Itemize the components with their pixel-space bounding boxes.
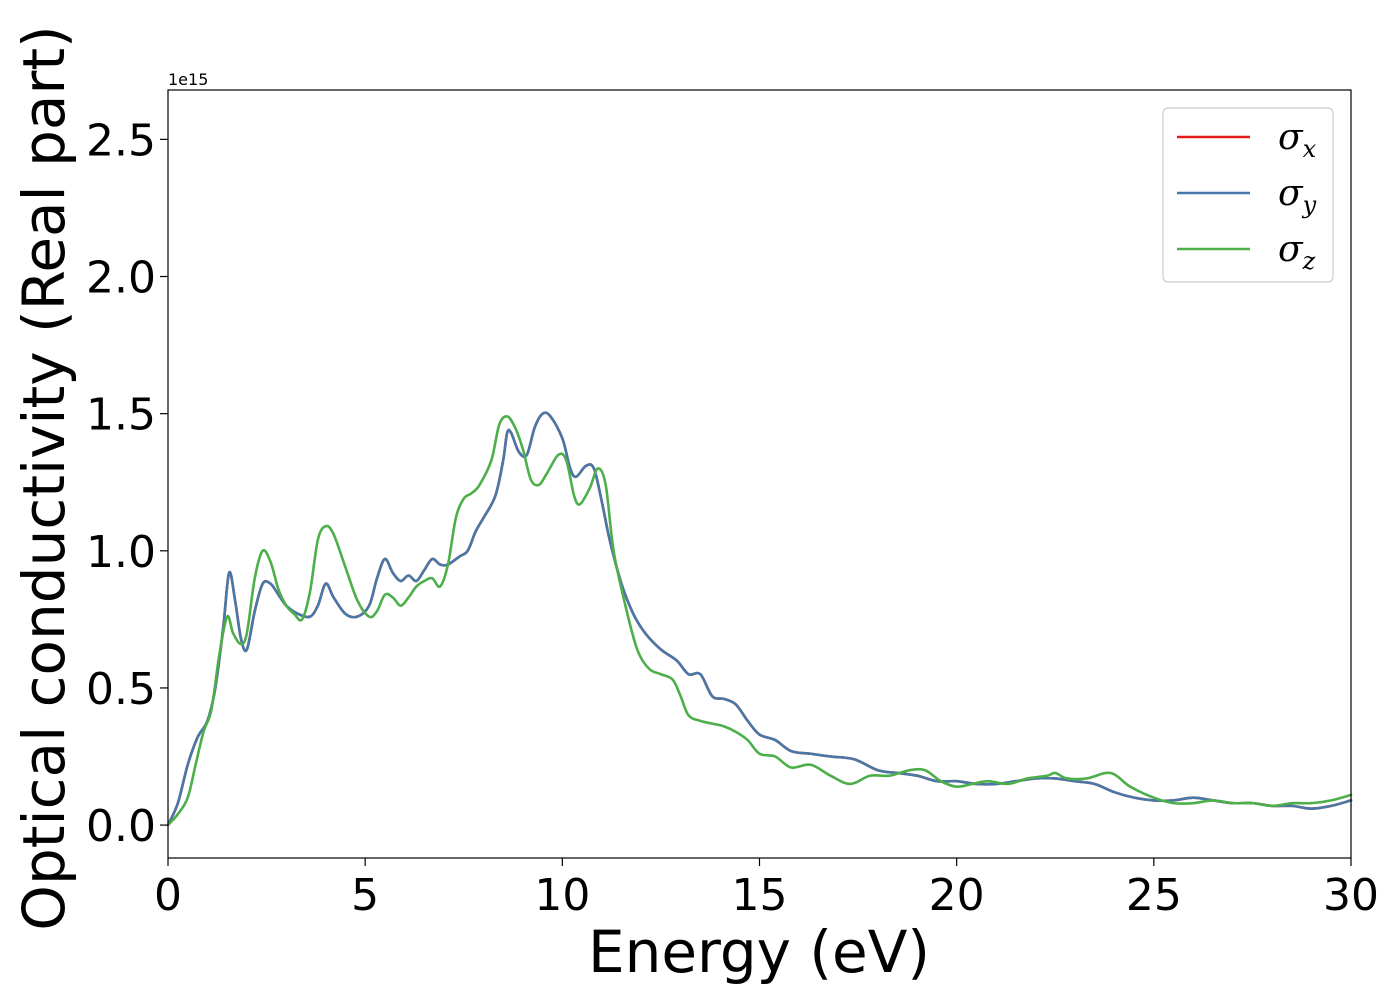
legend-box: [1162, 107, 1334, 283]
x-axis-ticks: 0 5 10 15 20 25 30: [154, 858, 1379, 921]
plot-background: [168, 90, 1351, 858]
x-axis-title: Energy (eV): [588, 918, 930, 986]
y-offset-label: 1e15: [168, 70, 208, 89]
x-tick-label: 0: [154, 870, 182, 921]
y-tick-label: 0.5: [86, 664, 156, 715]
y-tick-label: 0.0: [86, 801, 156, 852]
x-tick-label: 10: [534, 870, 590, 921]
x-tick-label: 25: [1126, 870, 1182, 921]
series-layer: [166, 411, 1353, 827]
y-axis-ticks: 0.0 0.5 1.0 1.5 2.0 2.5: [86, 115, 168, 852]
x-tick-label: 20: [929, 870, 985, 921]
x-tick-label: 15: [732, 870, 788, 921]
y-tick-label: 2.5: [86, 115, 156, 166]
x-tick-label: 30: [1323, 870, 1379, 921]
y-tick-label: 1.0: [86, 527, 156, 578]
x-tick-label: 5: [351, 870, 379, 921]
y-tick-label: 2.0: [86, 253, 156, 304]
y-axis-title: Optical conductivity (Real part): [10, 25, 78, 930]
y-tick-label: 1.5: [86, 390, 156, 441]
series-line-y: [166, 411, 1353, 827]
series-line-z: [166, 415, 1353, 827]
